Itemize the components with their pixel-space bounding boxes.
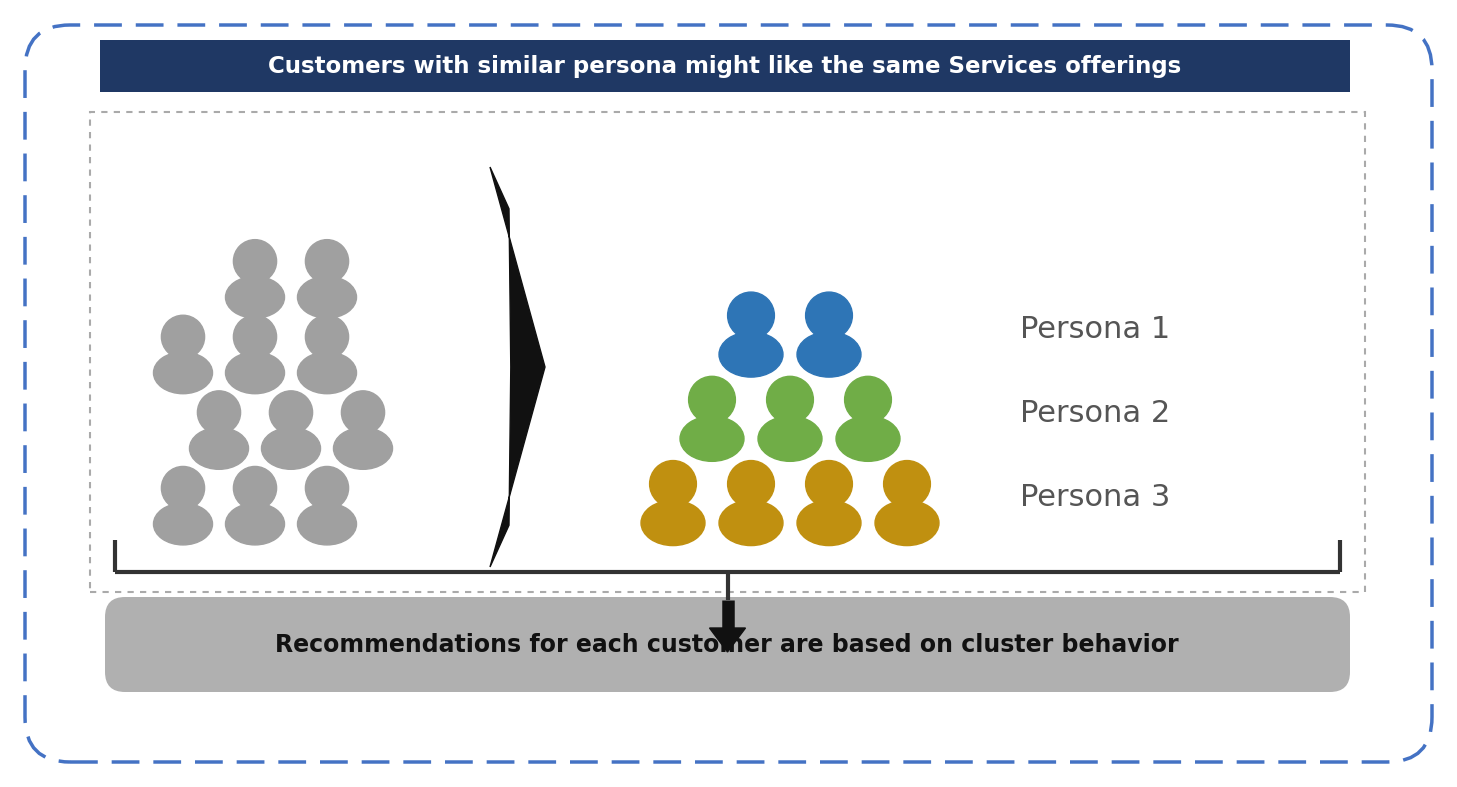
- Ellipse shape: [297, 503, 357, 545]
- Circle shape: [650, 460, 696, 508]
- FancyBboxPatch shape: [90, 112, 1365, 592]
- Circle shape: [233, 467, 277, 510]
- Ellipse shape: [226, 352, 284, 394]
- Ellipse shape: [334, 427, 392, 469]
- Circle shape: [306, 467, 348, 510]
- Circle shape: [197, 391, 240, 434]
- Ellipse shape: [641, 501, 705, 545]
- Ellipse shape: [297, 352, 357, 394]
- Ellipse shape: [680, 416, 745, 461]
- Circle shape: [766, 376, 813, 423]
- Circle shape: [233, 316, 277, 358]
- Text: Customers with similar persona might like the same Services offerings: Customers with similar persona might lik…: [268, 54, 1182, 77]
- Circle shape: [306, 316, 348, 358]
- Circle shape: [233, 239, 277, 283]
- Circle shape: [162, 316, 204, 358]
- Ellipse shape: [718, 501, 782, 545]
- Circle shape: [727, 460, 775, 508]
- Ellipse shape: [718, 332, 782, 377]
- Text: Persona 1: Persona 1: [1020, 315, 1170, 344]
- Circle shape: [270, 391, 313, 434]
- Ellipse shape: [297, 276, 357, 318]
- Ellipse shape: [189, 427, 249, 469]
- Polygon shape: [710, 628, 746, 652]
- FancyBboxPatch shape: [101, 40, 1351, 92]
- Circle shape: [341, 391, 385, 434]
- Ellipse shape: [226, 276, 284, 318]
- Ellipse shape: [153, 352, 213, 394]
- Ellipse shape: [836, 416, 900, 461]
- Circle shape: [727, 292, 775, 339]
- Text: Persona 2: Persona 2: [1020, 399, 1170, 428]
- FancyBboxPatch shape: [25, 25, 1432, 762]
- Circle shape: [806, 460, 852, 508]
- Ellipse shape: [797, 501, 861, 545]
- Ellipse shape: [153, 503, 213, 545]
- Ellipse shape: [226, 503, 284, 545]
- Ellipse shape: [797, 332, 861, 377]
- Circle shape: [689, 376, 736, 423]
- Circle shape: [845, 376, 892, 423]
- FancyBboxPatch shape: [105, 597, 1351, 692]
- Circle shape: [306, 239, 348, 283]
- Ellipse shape: [758, 416, 822, 461]
- Circle shape: [806, 292, 852, 339]
- Text: Persona 3: Persona 3: [1020, 483, 1170, 512]
- Ellipse shape: [261, 427, 321, 469]
- Ellipse shape: [876, 501, 938, 545]
- Circle shape: [883, 460, 931, 508]
- Circle shape: [162, 467, 204, 510]
- Text: Recommendations for each customer are based on cluster behavior: Recommendations for each customer are ba…: [275, 633, 1179, 657]
- Polygon shape: [490, 167, 545, 567]
